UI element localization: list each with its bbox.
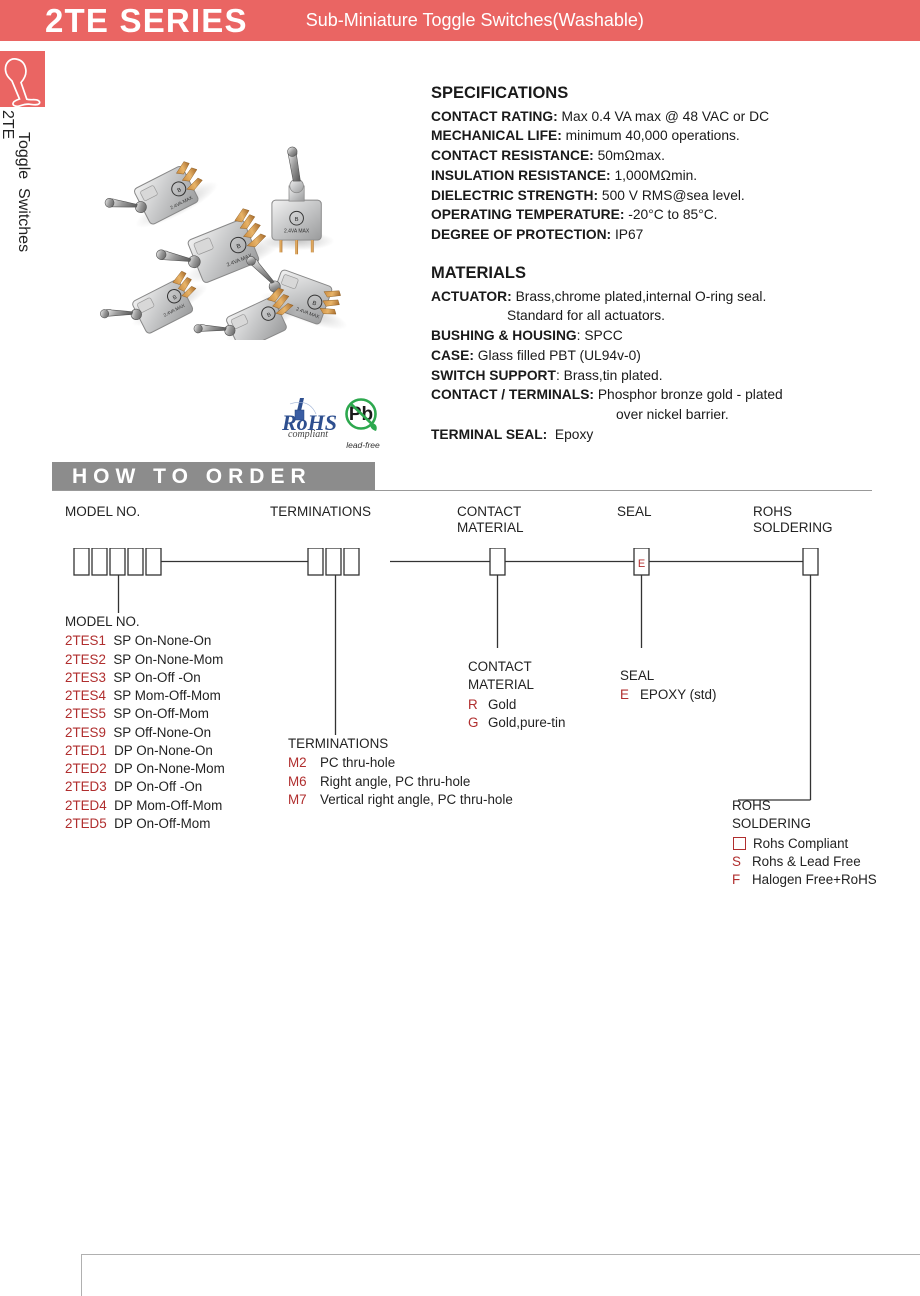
svg-text:compliant: compliant — [288, 429, 328, 439]
svg-text:2.4VA MAX: 2.4VA MAX — [284, 228, 310, 234]
svg-text:B: B — [295, 217, 299, 223]
svg-text:E: E — [638, 558, 645, 570]
